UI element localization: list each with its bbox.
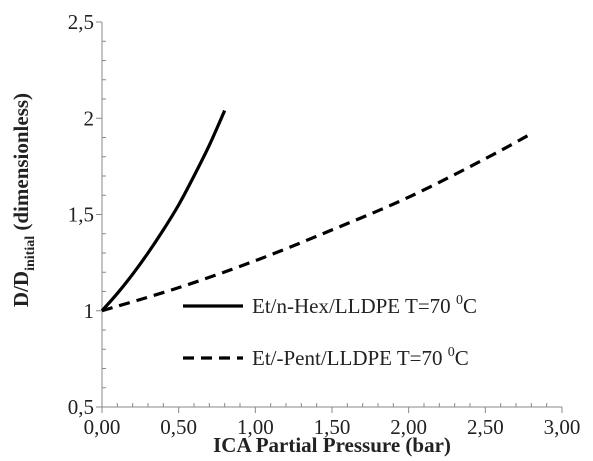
y-tick-label: 0,5 [68,395,94,419]
y-axis-ticks: 0,5 1 1,5 2 2,5 [68,10,106,419]
x-tick-label: 1,00 [237,415,274,439]
series-line-2 [101,132,533,313]
x-tick-label: 0,00 [84,415,121,439]
series-line-1 [100,109,227,312]
y-axis-title-subscript: initial [23,236,38,271]
legend-label-2: Et/-Pent/LLDPE T=70 0C [252,345,469,370]
x-tick-label: 2,50 [467,415,504,439]
x-tick-label: 1,50 [314,415,351,439]
y-tick-label: 1 [84,299,95,323]
x-axis-ticks: 0,00 0,50 1,00 1,50 2,00 2,50 3,00 [84,403,581,439]
legend: Et/n-Hex/LLDPE T=70 0C Et/-Pent/LLDPE T=7… [183,293,477,370]
x-tick-label: 3,00 [544,415,581,439]
y-axis-title-prefix: D/D [9,271,33,307]
y-tick-label: 1,5 [68,203,94,227]
y-axis-title-suffix: (dimensionless) [9,93,33,236]
x-axis-title: ICA Partial Pressure (bar) [213,433,451,457]
x-tick-label: 2,00 [390,415,427,439]
y-tick-label: 2,5 [68,10,94,34]
legend-label-1: Et/n-Hex/LLDPE T=70 0C [252,293,477,318]
x-tick-label: 0,50 [160,415,197,439]
y-axis-title: D/Dinitial (dimensionless) [9,93,38,307]
y-tick-label: 2 [84,106,95,130]
series-layer [100,109,533,313]
